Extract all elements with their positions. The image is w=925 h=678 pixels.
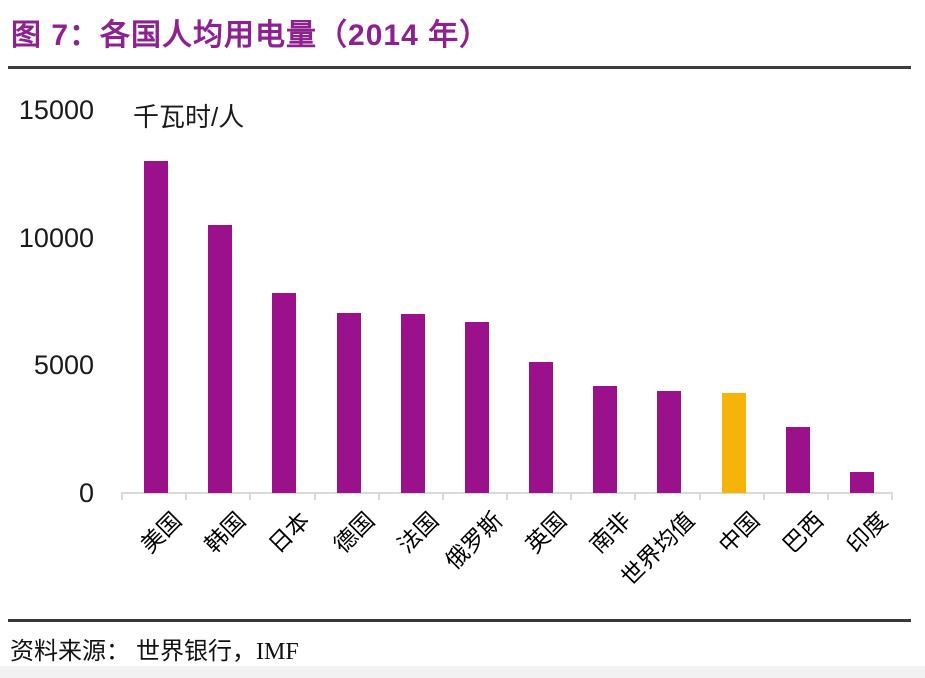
x-axis-tick-mark [570, 492, 573, 500]
x-axis-label-美国: 美国 [135, 507, 187, 558]
title-separator-line [8, 66, 911, 69]
x-axis-tick-mark [891, 492, 893, 500]
bar-韩国 [208, 224, 233, 493]
bar-世界均值 [657, 390, 682, 493]
bar-印度 [849, 472, 874, 493]
bar-南非 [593, 385, 618, 493]
x-axis-tick-mark [185, 492, 188, 500]
bar-法国 [400, 314, 425, 493]
x-axis-label-巴西: 巴西 [777, 507, 829, 558]
x-axis-label-法国: 法国 [392, 507, 444, 558]
bar-美国 [144, 161, 169, 493]
bar-中国 [721, 393, 746, 493]
x-axis-tick-mark [826, 492, 829, 500]
y-axis-tick-label: 10000 [18, 222, 94, 253]
x-axis-label-韩国: 韩国 [199, 507, 251, 558]
x-axis-label-日本: 日本 [263, 507, 315, 558]
x-axis-tick-mark [313, 492, 316, 500]
bar-英国 [529, 361, 554, 493]
x-axis-label-南非: 南非 [584, 507, 636, 558]
x-axis-label-英国: 英国 [520, 507, 572, 558]
x-axis-label-德国: 德国 [328, 507, 379, 558]
figure-title: 图 7：各国人均用电量（2014 年） [11, 19, 491, 52]
x-axis-tick-mark [377, 492, 380, 500]
source-note: 资料来源： 世界银行，IMF [10, 639, 299, 665]
bar-巴西 [785, 426, 810, 493]
bar-chart: 15000 10000 5000 0 美国 韩国 日本 德国 法国 俄罗斯 英国 南非 世界均值 中国 巴西… [18, 95, 893, 590]
x-axis-tick-mark [762, 492, 765, 500]
x-axis-label-中国: 中国 [713, 507, 764, 558]
x-axis-tick-mark [121, 492, 123, 500]
bar-俄罗斯 [464, 321, 489, 493]
bar-德国 [336, 312, 361, 493]
x-axis-tick-mark [634, 492, 637, 500]
x-axis-tick-mark [698, 492, 701, 500]
x-axis-tick-mark [506, 492, 508, 500]
x-axis-label-俄罗斯: 俄罗斯 [440, 507, 508, 575]
y-axis-tick-label: 5000 [33, 350, 94, 381]
y-axis-tick-label: 0 [78, 478, 94, 508]
x-axis-tick-mark [441, 492, 444, 500]
bar-日本 [272, 292, 297, 493]
y-axis-tick-label: 15000 [18, 95, 94, 125]
page-bottom-strip [0, 666, 925, 678]
x-axis-label-印度: 印度 [841, 507, 893, 558]
source-separator-line [8, 619, 911, 622]
x-axis-tick-mark [249, 492, 252, 500]
y-axis-unit-label: 千瓦时/人 [133, 102, 245, 132]
